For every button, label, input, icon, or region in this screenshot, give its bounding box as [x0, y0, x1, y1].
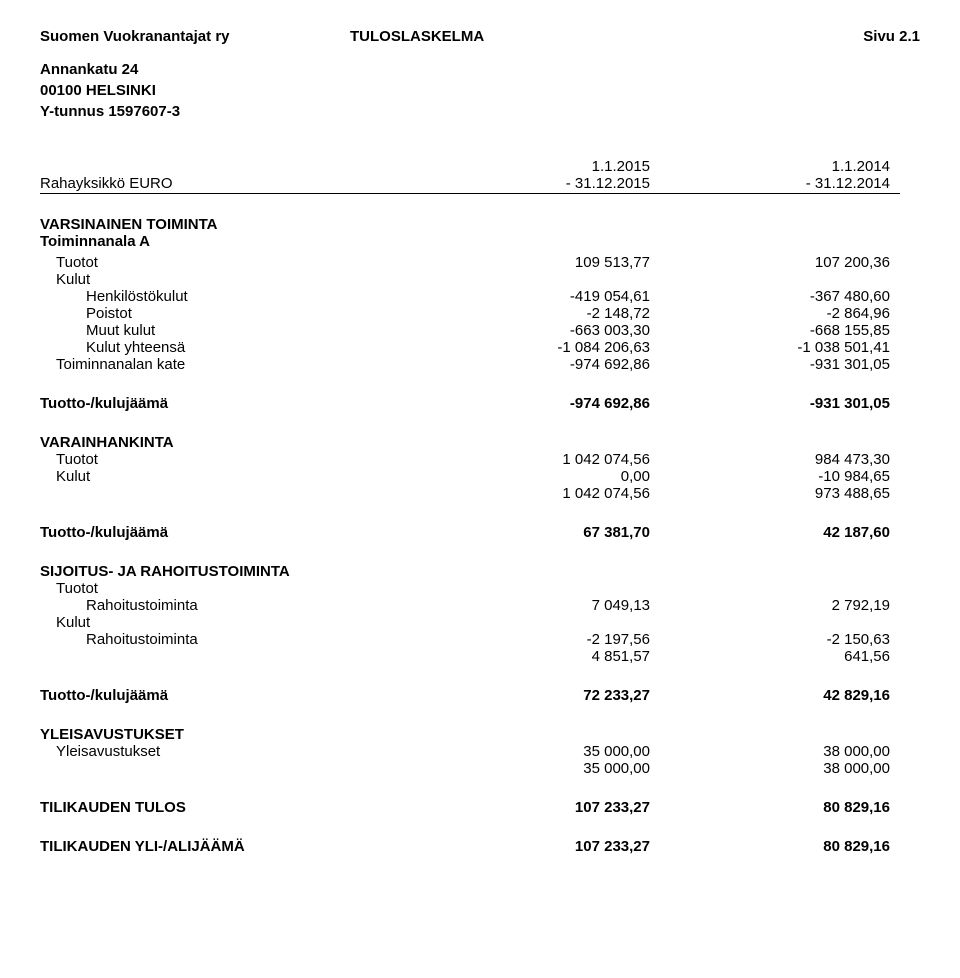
sijoitus-sum-2014: 641,56	[680, 648, 900, 665]
tilikauden-tulos-2015: 107 233,27	[460, 799, 680, 816]
kulut-yhteensa-2014: -1 038 501,41	[680, 339, 900, 356]
period-header: 1.1.2015 1.1.2014 Rahayksikkö EURO - 31.…	[40, 158, 920, 194]
tilikauden-ylialijaama-2015: 107 233,27	[460, 838, 680, 855]
henkilostokulut-2014: -367 480,60	[680, 288, 900, 305]
tilikauden-tulos-label: TILIKAUDEN TULOS	[40, 799, 460, 816]
poistot-2015: -2 148,72	[460, 305, 680, 322]
rahoitustoiminta-kulut-2015: -2 197,56	[460, 631, 680, 648]
tuotot-label: Tuotot	[40, 254, 460, 271]
rahoitustoiminta-kulut-2014: -2 150,63	[680, 631, 900, 648]
rahoitustoiminta-tuotot-label: Rahoitustoiminta	[40, 597, 460, 614]
muut-kulut-2015: -663 003,30	[460, 322, 680, 339]
address-line-3: Y-tunnus 1597607-3	[40, 101, 920, 122]
henkilostokulut-2015: -419 054,61	[460, 288, 680, 305]
page-header: Suomen Vuokranantajat ry TULOSLASKELMA S…	[40, 28, 920, 45]
tuotto-kulujaama-1-label: Tuotto-/kulujäämä	[40, 395, 460, 412]
page-number: Sivu 2.1	[800, 28, 920, 45]
henkilostokulut-label: Henkilöstökulut	[40, 288, 460, 305]
address-line-1: Annankatu 24	[40, 59, 920, 80]
kulut-label: Kulut	[40, 271, 460, 288]
varainhankinta-sum-2014: 973 488,65	[680, 485, 900, 502]
doc-title: TULOSLASKELMA	[350, 28, 800, 45]
poistot-label: Poistot	[40, 305, 460, 322]
tuotto-kulujaama-1-2015: -974 692,86	[460, 395, 680, 412]
yleisavustukset-2015: 35 000,00	[460, 743, 680, 760]
section-sijoitus-rahoitus: SIJOITUS- JA RAHOITUSTOIMINTA	[40, 563, 460, 580]
rahoitustoiminta-kulut-label: Rahoitustoiminta	[40, 631, 460, 648]
yleisavustukset-2014: 38 000,00	[680, 743, 900, 760]
kulut-yhteensa-2015: -1 084 206,63	[460, 339, 680, 356]
section-varainhankinta: VARAINHANKINTA	[40, 434, 460, 451]
tilikauden-tulos-2014: 80 829,16	[680, 799, 900, 816]
muut-kulut-2014: -668 155,85	[680, 322, 900, 339]
tuotto-kulujaama-3-2014: 42 829,16	[680, 687, 900, 704]
toiminnanalan-kate-2015: -974 692,86	[460, 356, 680, 373]
varainhankinta-tuotot-label: Tuotot	[40, 451, 460, 468]
org-name: Suomen Vuokranantajat ry	[40, 28, 350, 45]
tuotto-kulujaama-3-2015: 72 233,27	[460, 687, 680, 704]
rahoitustoiminta-tuotot-2015: 7 049,13	[460, 597, 680, 614]
sijoitus-kulut-label: Kulut	[40, 614, 460, 631]
period-1-end: - 31.12.2015	[460, 175, 680, 194]
poistot-2014: -2 864,96	[680, 305, 900, 322]
toiminnanala-a: Toiminnanala A	[40, 233, 460, 250]
toiminnanalan-kate-2014: -931 301,05	[680, 356, 900, 373]
period-2-start: 1.1.2014	[680, 158, 900, 175]
period-1-start: 1.1.2015	[460, 158, 680, 175]
currency-unit: Rahayksikkö EURO	[40, 175, 460, 194]
address-line-2: 00100 HELSINKI	[40, 80, 920, 101]
section-yleisavustukset: YLEISAVUSTUKSET	[40, 726, 460, 743]
tilikauden-ylialijaama-label: TILIKAUDEN YLI-/ALIJÄÄMÄ	[40, 838, 460, 855]
tuotot-2014: 107 200,36	[680, 254, 900, 271]
rahoitustoiminta-tuotot-2014: 2 792,19	[680, 597, 900, 614]
tuotto-kulujaama-1-2014: -931 301,05	[680, 395, 900, 412]
period-2-end: - 31.12.2014	[680, 175, 900, 194]
section-varsinainen-toiminta: VARSINAINEN TOIMINTA	[40, 216, 460, 233]
varainhankinta-kulut-2015: 0,00	[460, 468, 680, 485]
varainhankinta-tuotot-2015: 1 042 074,56	[460, 451, 680, 468]
sijoitus-tuotot-label: Tuotot	[40, 580, 460, 597]
muut-kulut-label: Muut kulut	[40, 322, 460, 339]
kulut-yhteensa-label: Kulut yhteensä	[40, 339, 460, 356]
varainhankinta-sum-2015: 1 042 074,56	[460, 485, 680, 502]
tuotto-kulujaama-2-2015: 67 381,70	[460, 524, 680, 541]
yleisavustukset-sum-2015: 35 000,00	[460, 760, 680, 777]
varainhankinta-tuotot-2014: 984 473,30	[680, 451, 900, 468]
tuotto-kulujaama-2-2014: 42 187,60	[680, 524, 900, 541]
tuotto-kulujaama-2-label: Tuotto-/kulujäämä	[40, 524, 460, 541]
tuotto-kulujaama-3-label: Tuotto-/kulujäämä	[40, 687, 460, 704]
yleisavustukset-sum-2014: 38 000,00	[680, 760, 900, 777]
varainhankinta-kulut-label: Kulut	[40, 468, 460, 485]
toiminnanalan-kate-label: Toiminnanalan kate	[40, 356, 460, 373]
tuotot-2015: 109 513,77	[460, 254, 680, 271]
address-block: Annankatu 24 00100 HELSINKI Y-tunnus 159…	[40, 59, 920, 122]
varainhankinta-kulut-2014: -10 984,65	[680, 468, 900, 485]
sijoitus-sum-2015: 4 851,57	[460, 648, 680, 665]
tilikauden-ylialijaama-2014: 80 829,16	[680, 838, 900, 855]
yleisavustukset-label: Yleisavustukset	[40, 743, 460, 760]
